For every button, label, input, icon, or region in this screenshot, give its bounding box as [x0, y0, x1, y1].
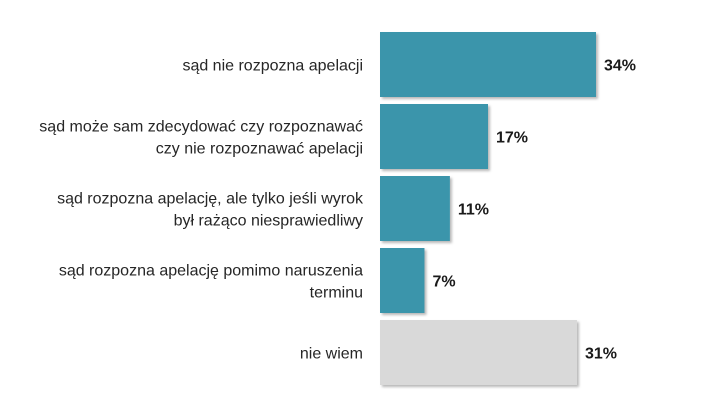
- category-label-3: sąd rozpozna apelację, ale tylko jeśli w…: [57, 191, 364, 230]
- value-labels-group: 34% 17% 11% 7% 31%: [432, 58, 636, 363]
- bar-5: [380, 320, 577, 385]
- category-label-line: terminu: [310, 285, 363, 302]
- category-label-line: sąd rozpozna apelację pomimo naruszenia: [59, 263, 363, 280]
- bar-2: [380, 104, 488, 169]
- category-label-line: sąd rozpozna apelację, ale tylko jeśli w…: [57, 191, 364, 208]
- category-label-5: nie wiem: [300, 346, 363, 363]
- category-label-line: był rażąco niesprawiedliwy: [174, 213, 363, 230]
- category-labels-group: sąd nie rozpozna apelacji sąd może sam zd…: [39, 58, 364, 363]
- value-label-5: 31%: [585, 346, 617, 363]
- bar-1: [380, 32, 596, 97]
- category-label-line: sąd nie rozpozna apelacji: [182, 58, 363, 75]
- value-label-3: 11%: [458, 202, 489, 219]
- category-label-line: sąd może sam zdecydować czy rozpoznawać: [39, 119, 363, 136]
- category-label-4: sąd rozpozna apelację pomimo naruszenia t…: [59, 263, 363, 302]
- bar-3: [380, 176, 450, 241]
- bar-4: [380, 248, 425, 313]
- category-label-1: sąd nie rozpozna apelacji: [182, 58, 363, 75]
- category-label-line: czy nie rozpoznawać apelacji: [156, 141, 363, 158]
- category-label-line: nie wiem: [300, 346, 363, 363]
- value-label-1: 34%: [604, 58, 636, 75]
- category-label-2: sąd może sam zdecydować czy rozpoznawać c…: [39, 119, 363, 158]
- bars-group: [380, 32, 596, 385]
- value-label-2: 17%: [496, 130, 528, 147]
- value-label-4: 7%: [432, 274, 455, 291]
